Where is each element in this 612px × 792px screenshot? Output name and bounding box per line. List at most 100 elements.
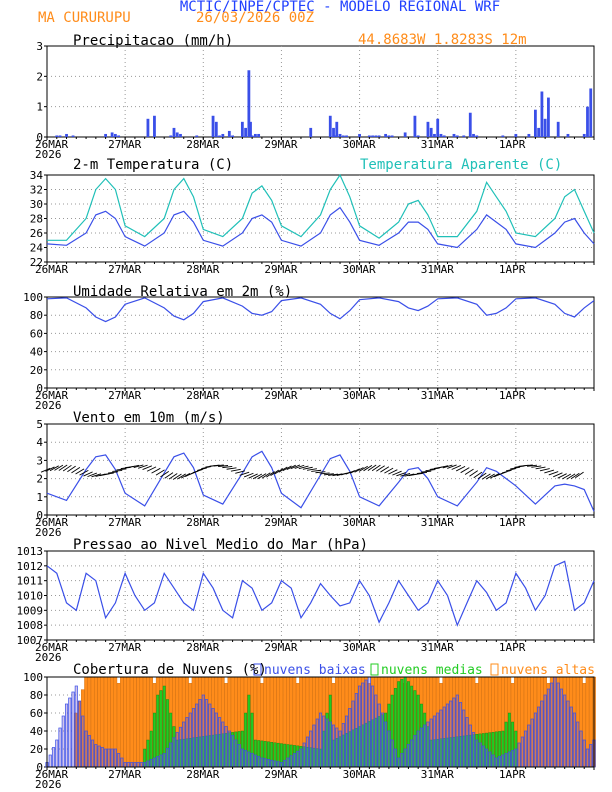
wind-arrow [306, 468, 317, 471]
cloud-low-bar [537, 706, 541, 768]
precip-bar [104, 133, 108, 137]
plot-frame-top [46, 676, 595, 768]
x-tick-label: 28MAR [186, 263, 219, 276]
cloud-low-bar [231, 735, 235, 768]
cloud-low-bar [445, 703, 450, 768]
cloud-low-bar [48, 754, 52, 768]
cloud-low-bar [387, 730, 391, 768]
cloud-low-bar [530, 718, 534, 768]
cloud-low-bar [579, 730, 583, 768]
precip-bar [257, 133, 261, 137]
cloud-low-bar [410, 739, 414, 768]
cloud-low-bar [263, 758, 267, 768]
wind-arrow [527, 464, 538, 467]
cloud-low-bar [429, 718, 433, 768]
precip-bar [58, 135, 62, 137]
y-tick-label: 1 [36, 101, 43, 114]
precip-bar [227, 130, 231, 137]
cloud-low-bar [325, 718, 329, 768]
x-tick-label: 27MAR [108, 263, 141, 276]
panel-title: Precipitacao (mm/h) [73, 33, 233, 49]
precip-bar [332, 127, 335, 137]
precip-bar [328, 115, 332, 137]
cloud-low-bar [133, 762, 137, 768]
title: MCTIC/INPE/CPTEC - MODELO REGIONAL WRF [180, 0, 500, 15]
cloud-low-bar [371, 685, 375, 768]
y-tick-label: 80 [30, 689, 43, 702]
cloud-low-bar [367, 676, 371, 768]
precip-bar [527, 133, 531, 137]
cloud-low-bar [302, 742, 306, 768]
wind-speed-line [46, 450, 595, 512]
cloud-low-bar [234, 739, 238, 768]
panel-title: Cobertura de Nuvens (%) [73, 662, 267, 678]
precip-bar [374, 135, 378, 137]
precip-bar [172, 127, 176, 137]
cloud-low-bar [175, 732, 179, 768]
precip-bar [556, 121, 560, 137]
y-tick-label: 100 [23, 671, 43, 684]
panel-2 [44, 173, 595, 265]
wind-arrow [243, 472, 254, 478]
wind-arrow [460, 467, 470, 474]
wind-arrow [539, 468, 550, 472]
cloud-low-bar [397, 757, 401, 768]
wind-arrow [137, 464, 148, 469]
cloud-low-bar [572, 712, 577, 768]
wind-arrow [451, 465, 462, 470]
cloud-low-bar [546, 688, 550, 768]
panel-4 [40, 423, 595, 518]
cloud-low-bar [556, 682, 560, 768]
plot-frame [46, 45, 595, 138]
cloud-low-bar [299, 748, 303, 768]
y-tick-label: 0 [36, 382, 43, 395]
precip-bar [249, 121, 252, 137]
precip-bar [345, 135, 348, 137]
cloud-low-bar [64, 703, 69, 768]
wind-arrow [252, 473, 263, 480]
cloud-low-bar [55, 739, 59, 768]
plot-frame [46, 296, 595, 389]
y-tick-label: 4 [36, 436, 43, 449]
y-tick-label: 0 [36, 761, 43, 774]
cloud-high-bar [126, 676, 131, 768]
precip-bar [543, 118, 547, 137]
wind-arrow [87, 472, 97, 478]
precip-bar [146, 118, 150, 137]
wind-arrow [274, 468, 284, 475]
cloud-low-bar [553, 676, 557, 768]
cloud-low-bar [126, 762, 130, 768]
cloud-low-bar [58, 727, 62, 768]
cloud-low-bar [491, 754, 495, 768]
cloud-low-bar [504, 753, 508, 768]
x-tick-label: 27MAR [108, 516, 141, 529]
wind-arrow [129, 464, 140, 468]
cloud-low-bar [78, 700, 82, 768]
wind-arrow [278, 466, 288, 473]
cloud-low-bar [250, 753, 254, 768]
wind-arrow [54, 464, 64, 471]
cloud-low-bar [471, 732, 476, 768]
x-tick-label: 30MAR [343, 138, 376, 151]
precip-bar [403, 132, 407, 137]
cloud-low-bar [439, 709, 443, 768]
wind-arrow [298, 465, 309, 470]
wind-arrow [172, 473, 182, 480]
precip-bar [472, 133, 475, 137]
wind-arrow [197, 467, 207, 471]
coords: 44.8683W 1.8283S 12m [358, 32, 527, 48]
cloud-low-bar [266, 759, 270, 768]
wind-arrow [112, 469, 123, 472]
cloud-low-bar [149, 759, 153, 768]
wind-arrow [230, 468, 241, 472]
precip-bar [253, 133, 257, 137]
y-tick-label: 2 [36, 473, 43, 486]
precip-bar [371, 135, 374, 137]
cloud-low-bar [188, 712, 192, 768]
wind-arrow [328, 473, 339, 476]
wind-arrow [302, 466, 313, 470]
year-label: 2026 [35, 399, 62, 412]
wind-arrow [282, 465, 292, 472]
precip-bar [455, 135, 459, 137]
precip-bar [309, 127, 313, 137]
